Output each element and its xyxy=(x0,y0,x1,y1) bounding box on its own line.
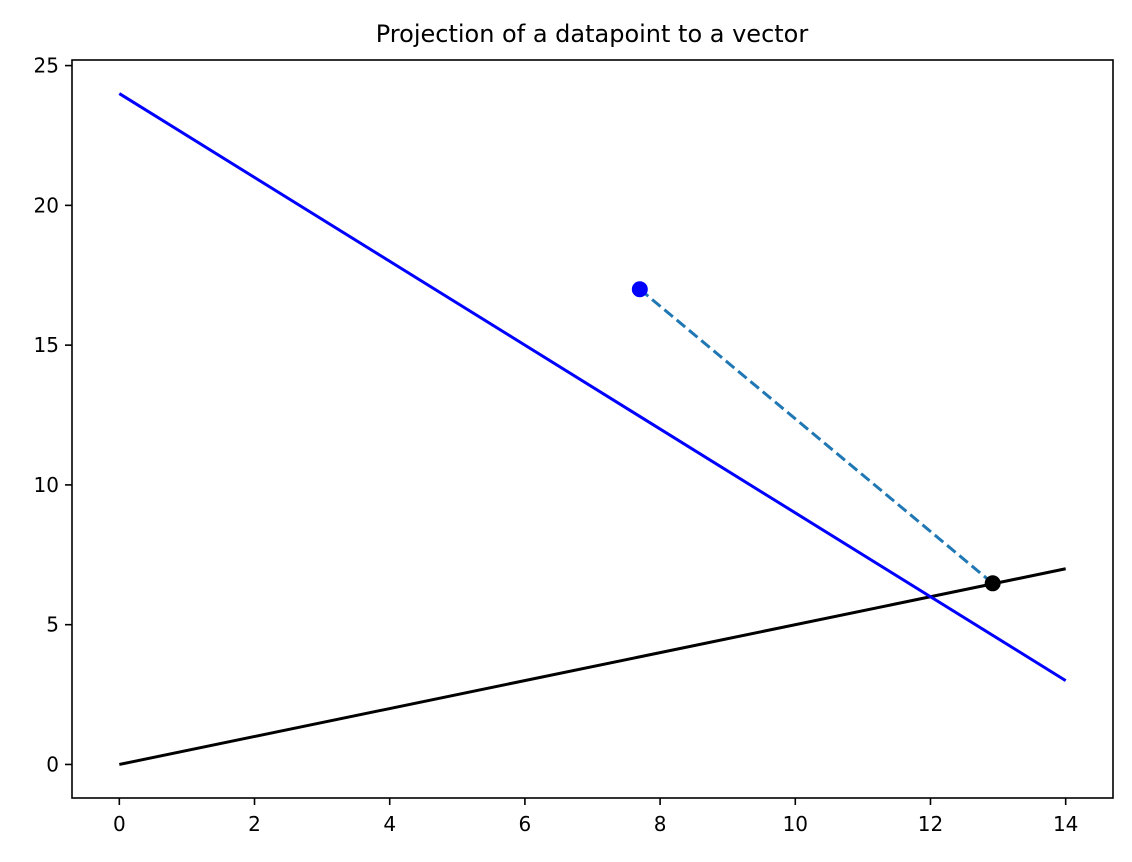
x-tick-label: 10 xyxy=(783,812,808,836)
plot-area xyxy=(118,92,1067,766)
y-tick-label: 20 xyxy=(34,193,59,217)
axes: 0 2 4 6 8 10 12 14 0 5 10 15 20 25 xyxy=(34,54,1114,836)
x-tick-label: 12 xyxy=(918,812,943,836)
y-tick-label: 0 xyxy=(46,752,59,776)
y-tick-label: 15 xyxy=(34,333,59,357)
x-tick-label: 14 xyxy=(1053,812,1078,836)
datapoint xyxy=(631,281,648,298)
x-tick-label: 0 xyxy=(113,812,126,836)
chart-title: Projection of a datapoint to a vector xyxy=(376,20,809,48)
vector-line xyxy=(119,567,1066,766)
x-tick-label: 8 xyxy=(654,812,667,836)
x-tick-label: 2 xyxy=(248,812,261,836)
x-tick-label: 4 xyxy=(383,812,396,836)
projected-point xyxy=(984,575,1001,592)
axes-frame xyxy=(71,59,1114,799)
y-tick-label: 25 xyxy=(34,54,59,78)
projection-segment xyxy=(638,288,994,585)
perpendicular-line xyxy=(118,92,1067,682)
y-tick-label: 5 xyxy=(46,613,59,637)
x-tick-label: 6 xyxy=(519,812,532,836)
y-tick-label: 10 xyxy=(34,473,59,497)
